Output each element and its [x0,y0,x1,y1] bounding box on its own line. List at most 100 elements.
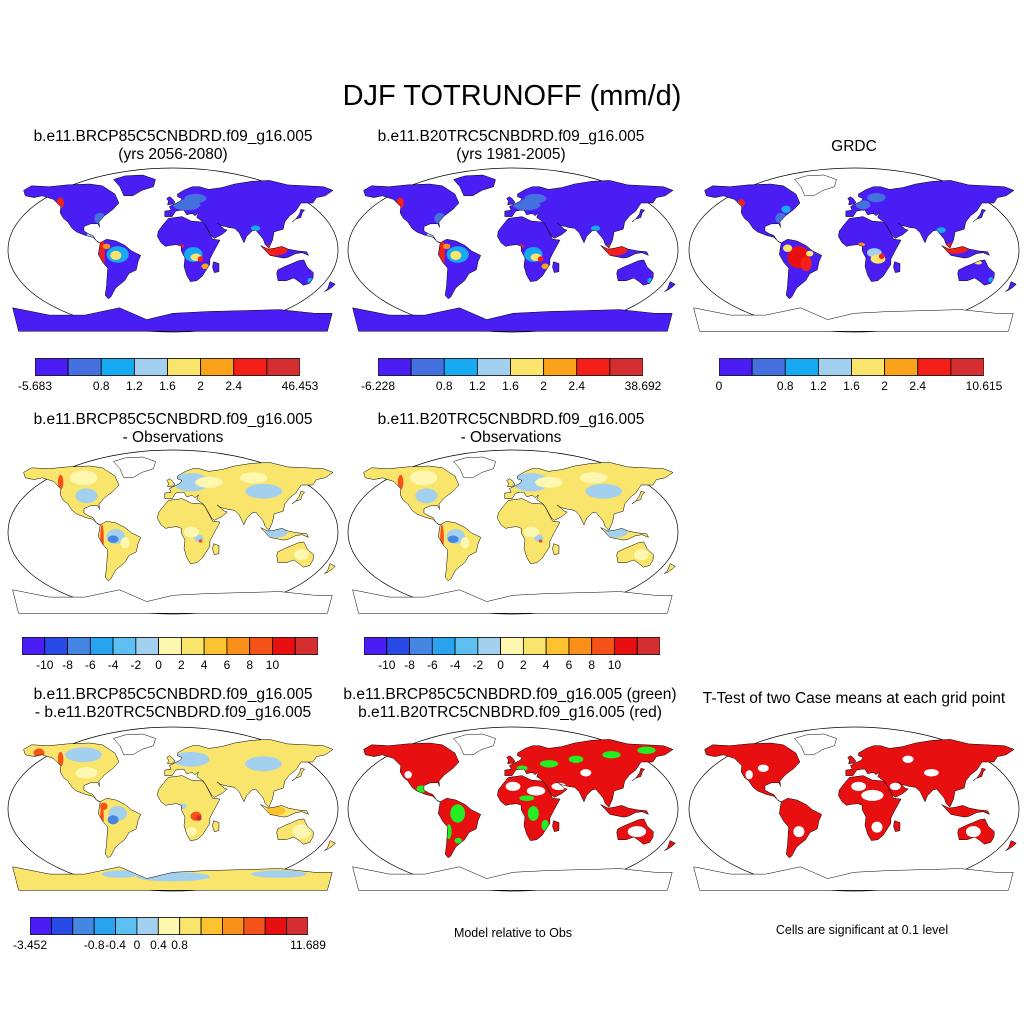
coastline [631,491,646,505]
coastline [957,259,995,286]
land-fill [23,184,119,243]
colorbar-tick-label: 1.6 [843,379,860,393]
land-fill [113,734,156,755]
land-fill [438,798,481,858]
colorbar-tick-label: 1.2 [469,379,486,393]
field-blob [197,256,204,262]
field-blob [69,470,98,486]
field-blob [855,200,871,210]
map-panel-p1 [7,167,339,333]
colorbar-swatch [851,358,886,376]
land-fill [552,543,559,555]
field-blob [184,193,207,204]
colorbar-swatch [576,358,611,376]
coastline [552,543,560,555]
colorbar-swatch [180,637,205,655]
coastline [779,797,823,859]
field-blob [239,472,268,484]
panel-title-p1: b.e11.BRCP85C5CNBDRD.f09_g16.005 (yrs 205… [33,128,313,163]
field-blob [75,488,98,504]
field-blob [524,193,547,204]
colorbar-swatch [363,637,388,655]
colorbar-swatch [133,358,168,376]
field-blob [102,243,111,250]
colorbar-swatch [34,358,69,376]
land-fill [166,478,175,487]
colorbar-tick-label: 0 [497,658,504,672]
coastline [600,245,650,259]
colorbar-swatch [817,358,852,376]
note-p9: Cells are significant at 0.1 level [775,923,949,937]
colorbar-tick-label: 2 [178,658,185,672]
panel-title-p7: b.e11.BRCP85C5CNBDRD.f09_g16.005- b.e11.… [33,686,313,721]
colorbar-tick-label: 1.2 [810,379,827,393]
land-fill [845,180,1014,249]
coastline [324,840,336,851]
coastline [600,804,650,818]
colorbar-swatch [50,917,74,935]
coastline [631,768,646,782]
coastline [164,462,334,531]
colorbar-swatch [226,637,251,655]
field-blob [783,244,793,252]
field-blob [416,785,426,793]
coastline [616,541,654,568]
field-blob [65,747,102,763]
coastline [113,456,156,479]
field-blob [602,751,621,759]
coastline [693,307,1014,332]
colorbar-tick-label: 2 [197,379,204,393]
land-fill [794,734,837,755]
colorbar-swatch [135,637,160,655]
colorbar-tick-label: 6 [565,658,573,672]
field-blob [201,263,209,270]
field-blob [851,781,866,791]
coastline [164,180,334,249]
field-blob [196,815,202,821]
colorbar-swatch [609,358,644,376]
colorbar-swatch [636,637,661,655]
field-blob [902,755,914,763]
colorbar-tick-label: 8 [588,658,596,672]
field-blob [745,770,753,780]
field-blob [924,769,939,777]
colorbar-swatch [591,637,615,655]
colorbar-tick-label: 4 [542,658,550,672]
coastline [504,180,674,249]
coastline [794,733,837,756]
field-blob [442,243,451,250]
coastline [164,739,334,808]
coastline [12,307,333,332]
field-blob [251,225,261,232]
land-fill [453,734,496,755]
coastline [363,183,460,244]
coastline [212,543,220,555]
colorbar-swatch [112,637,137,655]
colorbar-swatch [510,358,545,376]
coastline [704,742,801,803]
field-blob [107,815,119,825]
coastline [453,174,496,197]
colorbar-swatch [89,637,114,655]
coastline [838,216,902,282]
colorbar-swatch [203,637,228,655]
land-fill [212,820,219,832]
colorbar-tick-label: -6 [84,658,96,672]
colorbar-swatch [454,637,479,655]
colorbar-tick-label: 2.4 [909,379,927,393]
colorbar-tick-label: 2 [520,658,527,672]
coastline [845,739,1015,808]
colorbar-tick-label: 38.692 [624,379,662,393]
field-blob [198,539,203,543]
field-blob [184,526,199,538]
colorbar-swatch [100,358,135,376]
field-blob [757,764,769,772]
coastline [352,589,673,614]
field-blob [409,470,438,486]
field-blob [454,837,462,844]
field-blob [450,804,466,823]
colorbar-labels-p7: -3.452 -0.8 -0.4 0 0.4 0.8 11.689 [13,938,326,954]
colorbar-swatch [545,637,570,655]
colorbar-labels-p1: -5.683 0.8 1.2 1.6 2 2.4 46.453 [18,379,318,395]
colorbar-tick-label: 4 [200,658,208,672]
